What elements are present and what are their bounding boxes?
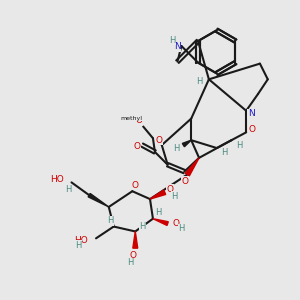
Text: N: N [248, 109, 254, 118]
Text: H: H [236, 141, 242, 150]
Text: N: N [174, 42, 181, 51]
Text: O: O [132, 181, 139, 190]
Text: HO: HO [74, 236, 88, 245]
Text: O: O [182, 177, 189, 186]
Text: H: H [139, 222, 145, 231]
Text: H: H [75, 241, 82, 250]
Polygon shape [133, 232, 138, 248]
Polygon shape [150, 190, 166, 199]
Text: O: O [166, 185, 173, 194]
Polygon shape [185, 158, 199, 176]
Polygon shape [182, 140, 191, 147]
Text: H: H [127, 258, 134, 267]
Text: H: H [196, 77, 202, 86]
Polygon shape [153, 219, 168, 226]
Text: H: H [221, 148, 228, 158]
Text: O: O [155, 136, 162, 145]
Text: O: O [134, 142, 141, 151]
Text: H: H [178, 224, 184, 233]
Polygon shape [88, 194, 109, 207]
Text: O: O [130, 251, 137, 260]
Text: H: H [169, 36, 176, 45]
Text: H: H [171, 192, 178, 201]
Text: O: O [249, 125, 256, 134]
Text: O: O [172, 219, 179, 228]
Text: H: H [155, 208, 161, 217]
Text: H: H [108, 216, 114, 225]
Text: HO: HO [50, 175, 64, 184]
Text: H: H [65, 185, 72, 194]
Text: H: H [173, 143, 180, 152]
Text: methyl: methyl [120, 116, 142, 121]
Text: O: O [136, 116, 143, 125]
